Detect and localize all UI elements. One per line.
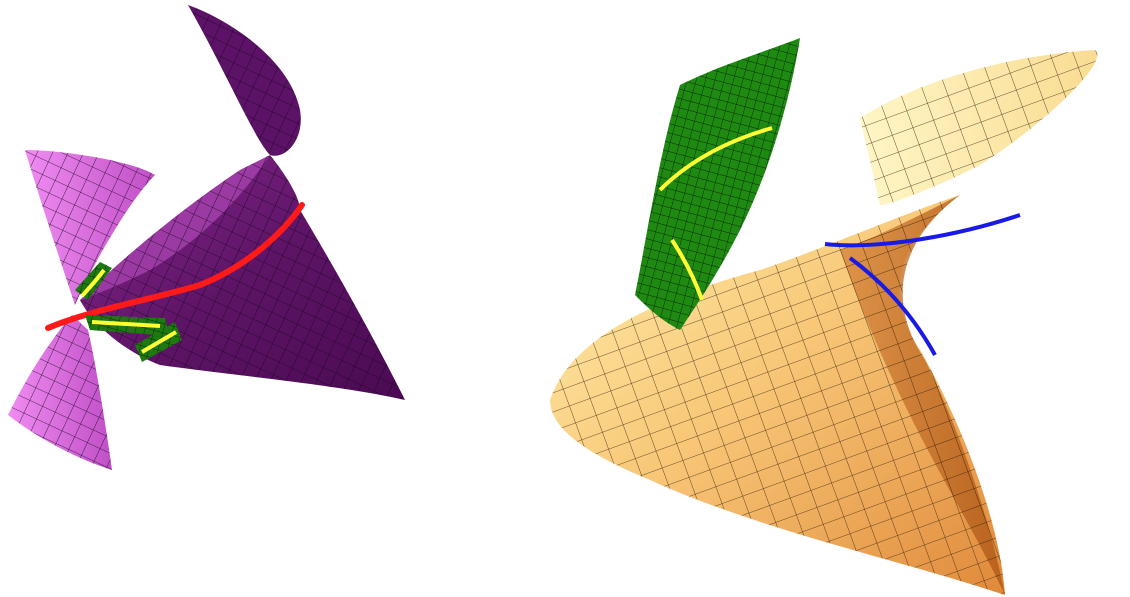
purple-surface-figure	[8, 5, 405, 470]
orange-surface-figure	[550, 38, 1098, 595]
orange-blue-curve-upper	[824, 213, 1021, 248]
purple-red-curve	[45, 202, 305, 331]
orange-green-strip	[635, 38, 800, 330]
purple-green-strip	[75, 262, 182, 362]
orange-blue-curve-lower	[848, 256, 937, 356]
